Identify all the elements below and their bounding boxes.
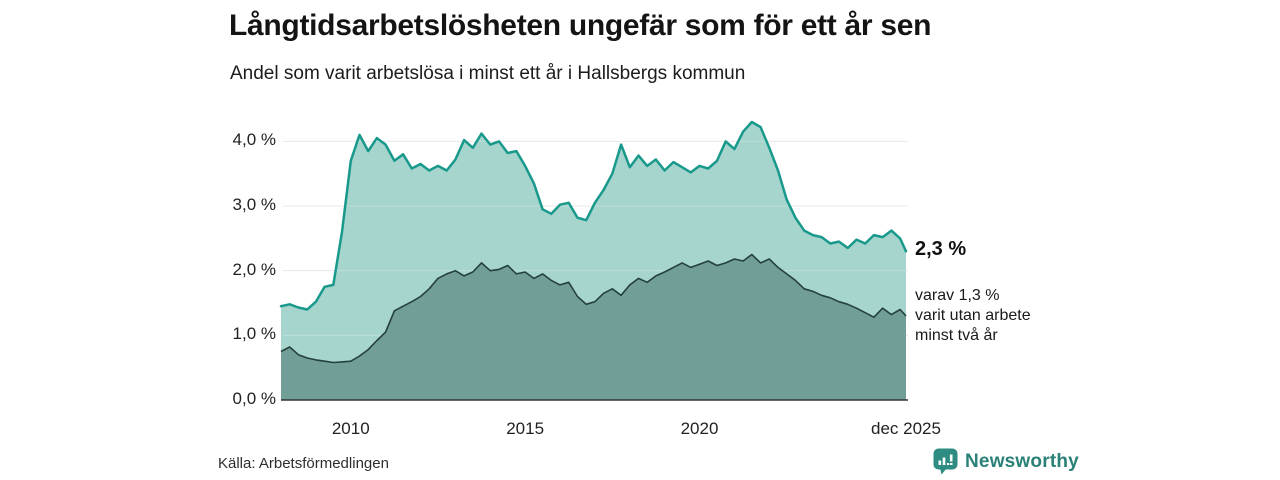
x-axis-tick-2010: 2010 [331,419,370,438]
page-title: Långtidsarbetslösheten ungefär som för e… [229,9,932,42]
x-axis-tick-2020: 2020 [680,419,719,438]
annotation-line-1: varav 1,3 % [915,286,1000,304]
y-axis-tick-1: 1,0 % [232,324,276,344]
y-axis-tick-4: 4,0 % [232,130,276,150]
newsworthy-wordmark: Newsworthy [965,450,1079,472]
y-axis-tick-2: 2,0 % [232,259,276,279]
source-attribution: Källa: Arbetsförmedlingen [218,455,389,472]
newsworthy-brand: Newsworthy [933,448,1079,475]
annotation-line-2: varit utan arbete [915,306,1031,324]
x-axis-tick-2015: 2015 [506,419,545,438]
newsworthy-logo-icon [933,448,958,475]
end-value-sub-label: varav 1,3 % varit utan arbete minst två … [915,286,1031,346]
y-axis-tick-3: 3,0 % [232,195,276,215]
x-axis-tick-dec-2025: dec 2025 [871,419,941,438]
annotation-line-3: minst två år [915,326,998,344]
chart-subtitle: Andel som varit arbetslösa i minst ett å… [230,63,746,84]
end-value-label: 2,3 % [915,238,967,261]
y-axis-tick-0: 0,0 % [232,389,276,408]
